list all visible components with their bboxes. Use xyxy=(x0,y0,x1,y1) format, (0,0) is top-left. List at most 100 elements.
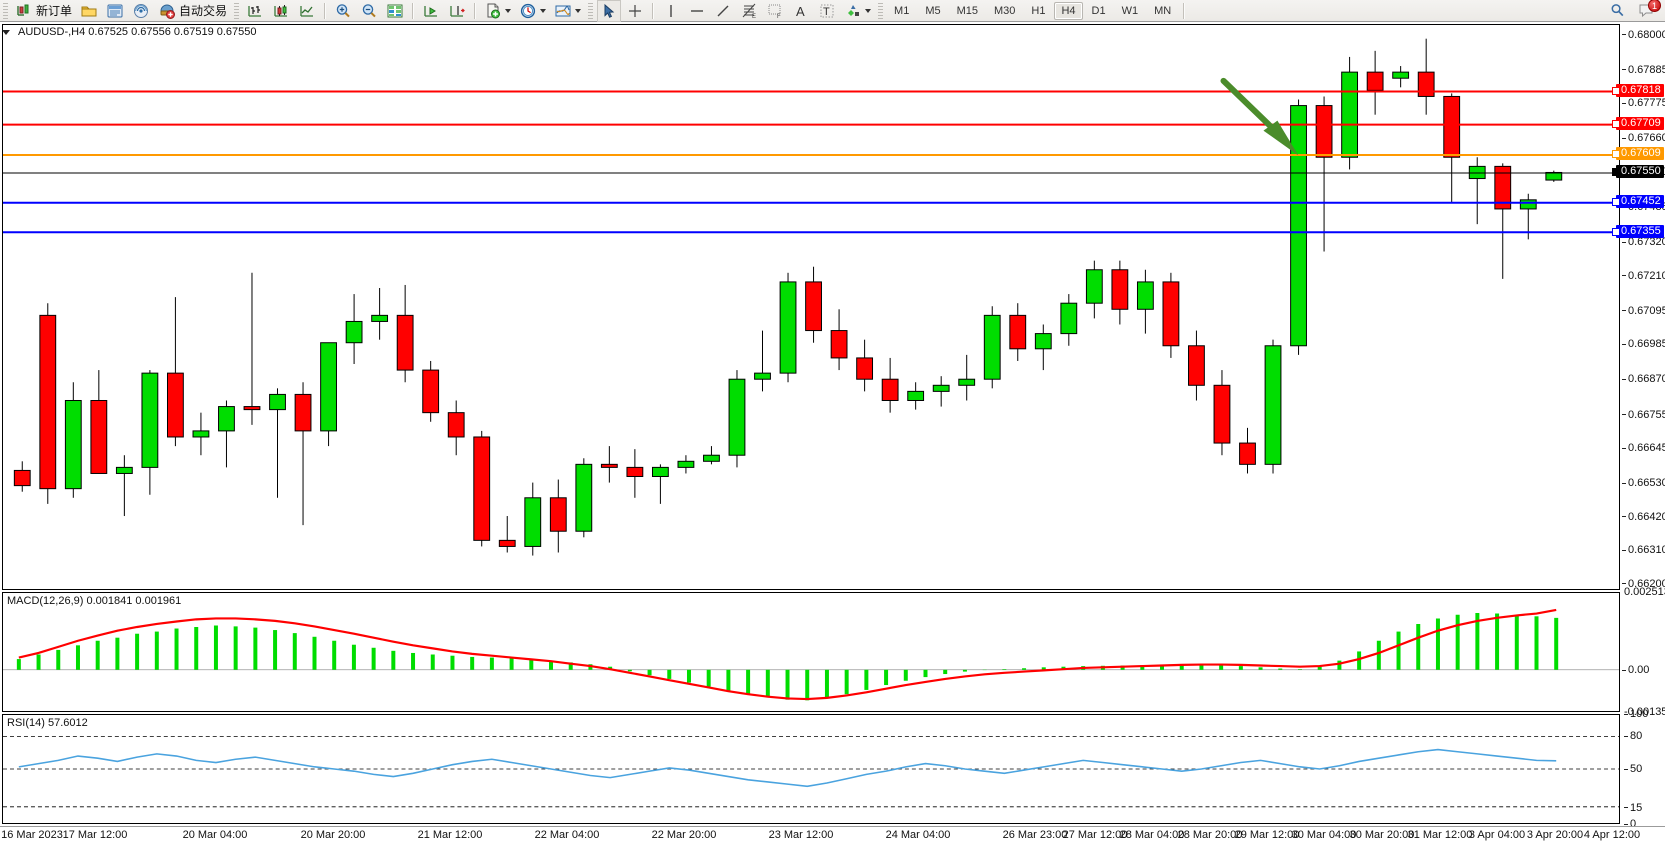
hline-button[interactable] xyxy=(685,1,709,21)
timeframe-w1[interactable]: W1 xyxy=(1121,4,1139,17)
rsi-tick: 80 xyxy=(1622,730,1642,742)
template-dropdown-caret[interactable] xyxy=(505,8,512,13)
autoscroll-button[interactable] xyxy=(445,1,469,21)
timeframe-group: M1 M5 M15 M30 H1 H4 D1 W1 MN xyxy=(886,1,1179,20)
folder-button[interactable] xyxy=(77,1,101,21)
toolbar-grip-2[interactable] xyxy=(234,2,240,19)
bar-chart-button[interactable] xyxy=(243,1,267,21)
timeframe-m5[interactable]: M5 xyxy=(925,4,941,17)
fibo-button[interactable]: E xyxy=(737,1,761,21)
search-icon[interactable] xyxy=(1609,2,1627,20)
candlestick-chart-button[interactable] xyxy=(269,1,293,21)
price-tick: 0.68000 xyxy=(1622,29,1665,41)
time-tick: 3 Apr 04:00 xyxy=(1468,829,1526,841)
line-chart-button[interactable] xyxy=(295,1,319,21)
price-tick: 0.66985 xyxy=(1622,338,1665,350)
crosshair-button[interactable] xyxy=(623,1,647,21)
support-line-2-label[interactable]: 0.67355 xyxy=(1612,224,1664,238)
autoscroll-icon xyxy=(448,2,466,20)
new-order-icon xyxy=(15,2,33,20)
time-scale[interactable]: 16 Mar 2023 17 Mar 12:00 20 Mar 04:00 20 Ma… xyxy=(0,826,1665,844)
shift-end-button[interactable] xyxy=(419,1,443,21)
toolbar-grip-3[interactable] xyxy=(588,2,594,19)
zoom-out-button[interactable] xyxy=(357,1,381,21)
price-tick: 0.67320 xyxy=(1622,236,1665,248)
zoom-in-button[interactable] xyxy=(331,1,355,21)
price-chart-canvas xyxy=(3,38,1619,556)
trendline-button[interactable] xyxy=(711,1,735,21)
grid-button[interactable] xyxy=(383,1,407,21)
data-window-button[interactable] xyxy=(103,1,127,21)
signal-button[interactable] xyxy=(129,1,153,21)
rsi-tick: 100 xyxy=(1622,708,1648,720)
text-label-button[interactable]: T xyxy=(815,1,839,21)
time-tick: 28 Mar 20:00 xyxy=(1177,829,1243,841)
text-label-icon: T xyxy=(818,2,836,20)
price-tick: 0.66870 xyxy=(1622,373,1665,385)
price-scale[interactable]: 0.68000 0.67885 0.67775 0.67660 0.67550 0.674… xyxy=(1612,24,1665,830)
resistance-line-2-label[interactable]: 0.67709 xyxy=(1612,116,1664,130)
auto-trading-button[interactable]: 自动交易 xyxy=(155,1,230,21)
indicators-dropdown-caret[interactable] xyxy=(575,8,582,13)
auto-trading-icon xyxy=(158,2,176,20)
time-tick: 30 Mar 20:00 xyxy=(1349,829,1415,841)
support-line-1-label[interactable]: 0.67452 xyxy=(1612,195,1664,209)
new-order-button[interactable]: 新订单 xyxy=(12,1,75,21)
hline-icon xyxy=(688,2,706,20)
price-tick: 0.66310 xyxy=(1622,544,1665,556)
cursor-button[interactable] xyxy=(597,0,622,22)
period-dropdown-caret[interactable] xyxy=(540,8,547,13)
timeframe-h1[interactable]: H1 xyxy=(1031,4,1046,17)
rsi-pane[interactable]: RSI(14) 57.6012 xyxy=(2,714,1620,824)
text-button[interactable]: A xyxy=(789,1,813,21)
toolbar-grip-4[interactable] xyxy=(878,2,884,19)
objects-button[interactable] xyxy=(841,1,874,21)
toolbar-separator-5 xyxy=(1183,2,1186,19)
timeframe-mn[interactable]: MN xyxy=(1154,4,1172,17)
timeframe-m15[interactable]: M15 xyxy=(956,4,978,17)
price-pane[interactable] xyxy=(2,24,1620,590)
cursor-icon xyxy=(600,2,618,20)
toolbar-grip[interactable] xyxy=(3,2,8,19)
timeframe-h4[interactable]: H4 xyxy=(1054,1,1083,20)
notification-icon[interactable]: 1 xyxy=(1637,0,1661,20)
auto-trading-label: 自动交易 xyxy=(179,4,228,18)
chart-title: AUDUSD-,H4 0.67525 0.67556 0.67519 0.675… xyxy=(18,26,257,38)
timeframe-m30[interactable]: M30 xyxy=(994,4,1016,17)
timeframe-m1[interactable]: M1 xyxy=(894,4,910,17)
resistance-line-1-label[interactable]: 0.67818 xyxy=(1612,83,1664,97)
timeframe-d1[interactable]: D1 xyxy=(1091,4,1106,17)
macd-tick: 0.00 xyxy=(1622,664,1649,676)
svg-text:T: T xyxy=(823,6,830,18)
vline-button[interactable] xyxy=(659,1,683,21)
svg-text:F: F xyxy=(777,14,781,20)
notification-badge: 1 xyxy=(1648,0,1661,12)
toolbar-separator-2 xyxy=(412,2,415,19)
signal-icon xyxy=(132,2,150,20)
grid-icon xyxy=(386,2,404,20)
chart-collapse-triangle-icon[interactable] xyxy=(2,29,10,35)
last-price-line-label[interactable]: 0.67550 xyxy=(1612,165,1664,179)
template-button[interactable] xyxy=(481,1,514,21)
macd-pane[interactable]: MACD(12,26,9) 0.001841 0.001961 xyxy=(2,592,1620,712)
indicators-button[interactable] xyxy=(551,1,584,21)
svg-text:E: E xyxy=(752,14,756,20)
toolbar-right-group: 1 xyxy=(1609,0,1665,20)
objects-dropdown-caret[interactable] xyxy=(865,8,872,13)
price-tick: 0.67210 xyxy=(1622,270,1665,282)
period-button[interactable] xyxy=(516,1,549,21)
time-tick: 30 Mar 04:00 xyxy=(1291,829,1357,841)
time-tick: 27 Mar 12:00 xyxy=(1062,829,1128,841)
pivot-line-label[interactable]: 0.67609 xyxy=(1612,147,1664,161)
channel-button[interactable]: F xyxy=(763,1,787,21)
price-tick: 0.66530 xyxy=(1622,477,1665,489)
time-tick: 20 Mar 20:00 xyxy=(300,829,366,841)
time-tick: 17 Mar 12:00 xyxy=(62,829,128,841)
time-tick: 29 Mar 12:00 xyxy=(1234,829,1300,841)
shift-end-icon xyxy=(422,2,440,20)
toolbar-separator-4 xyxy=(652,2,655,19)
rsi-label: RSI(14) 57.6012 xyxy=(7,717,91,729)
indicators-icon xyxy=(554,2,572,20)
rsi-tick: 15 xyxy=(1622,802,1642,814)
